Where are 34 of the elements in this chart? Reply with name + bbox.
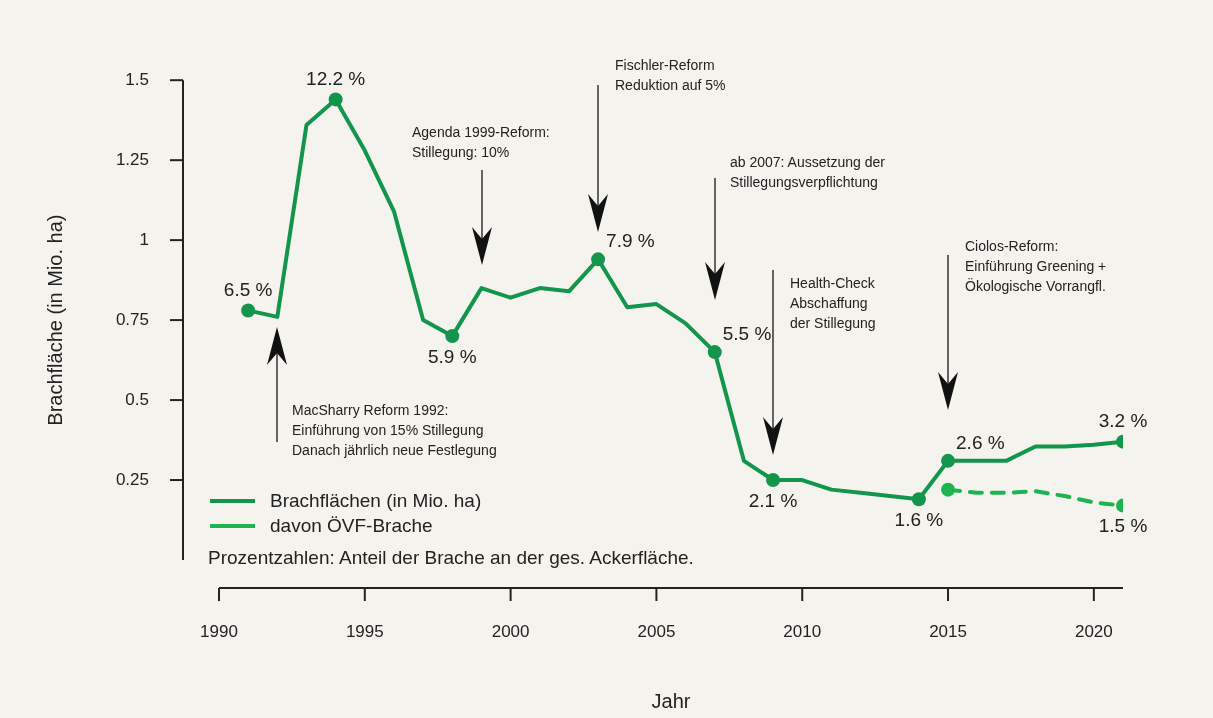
annotation: 1.6 % bbox=[894, 508, 944, 530]
x-axis-title: Jahr bbox=[651, 689, 691, 712]
annotation: 6.5 % bbox=[223, 279, 273, 301]
x-tick-label: 2015 bbox=[929, 621, 967, 641]
x-tick-label: 2000 bbox=[491, 621, 530, 641]
annotation: 5.9 % bbox=[427, 345, 477, 367]
annotation: Fischler-Reform Reduktion auf 5% bbox=[615, 56, 726, 95]
annotation: 5.5 % bbox=[722, 322, 772, 344]
y-axis-title: Brachfläche (in Mio. ha) bbox=[43, 214, 66, 426]
y-tick-label: 1.5 bbox=[125, 69, 149, 89]
y-tick-label: 0.25 bbox=[115, 469, 149, 489]
annotation: Ciolos-Reform: Einführung Greening + Ökologische Vorrangfl. bbox=[965, 237, 1107, 296]
annotation: 1.5 % bbox=[1098, 515, 1148, 537]
annotation: 2.6 % bbox=[956, 431, 1005, 453]
annotation: Health-Check Abschaffung der Stillegung bbox=[790, 274, 876, 333]
annotation: Prozentzahlen: Anteil der Brache an der ges. Ackerfläche. bbox=[208, 547, 694, 568]
y-tick-label: 1.25 bbox=[115, 149, 149, 169]
annotation: 12.2 % bbox=[306, 68, 366, 90]
annotation: 7.9 % bbox=[606, 230, 655, 252]
annotation: 3.2 % bbox=[1098, 410, 1148, 432]
y-tick-label: 0.75 bbox=[115, 309, 149, 329]
annotation: 2.1 % bbox=[748, 489, 798, 511]
x-tick-label: 2020 bbox=[1074, 621, 1113, 641]
x-tick-label: 1995 bbox=[345, 621, 384, 641]
x-tick-label: 2010 bbox=[783, 621, 822, 641]
x-tick-label: 2005 bbox=[637, 621, 676, 641]
y-tick-label: 1 bbox=[139, 229, 149, 249]
annotation: MacSharry Reform 1992: Einführung von 15% Stillegung Danach jährlich neue Festlegung bbox=[292, 401, 497, 460]
legend-label: Brachflächen (in Mio. ha) bbox=[270, 489, 482, 512]
annotation: ab 2007: Aussetzung der Stillegungsverpflichtung bbox=[730, 153, 885, 192]
y-tick-label: 0.5 bbox=[125, 389, 149, 409]
legend-label: davon ÖVF-Brache bbox=[270, 514, 433, 537]
annotation: Agenda 1999-Reform: Stillegung: 10% bbox=[412, 123, 550, 162]
x-tick-label: 1990 bbox=[200, 621, 238, 641]
